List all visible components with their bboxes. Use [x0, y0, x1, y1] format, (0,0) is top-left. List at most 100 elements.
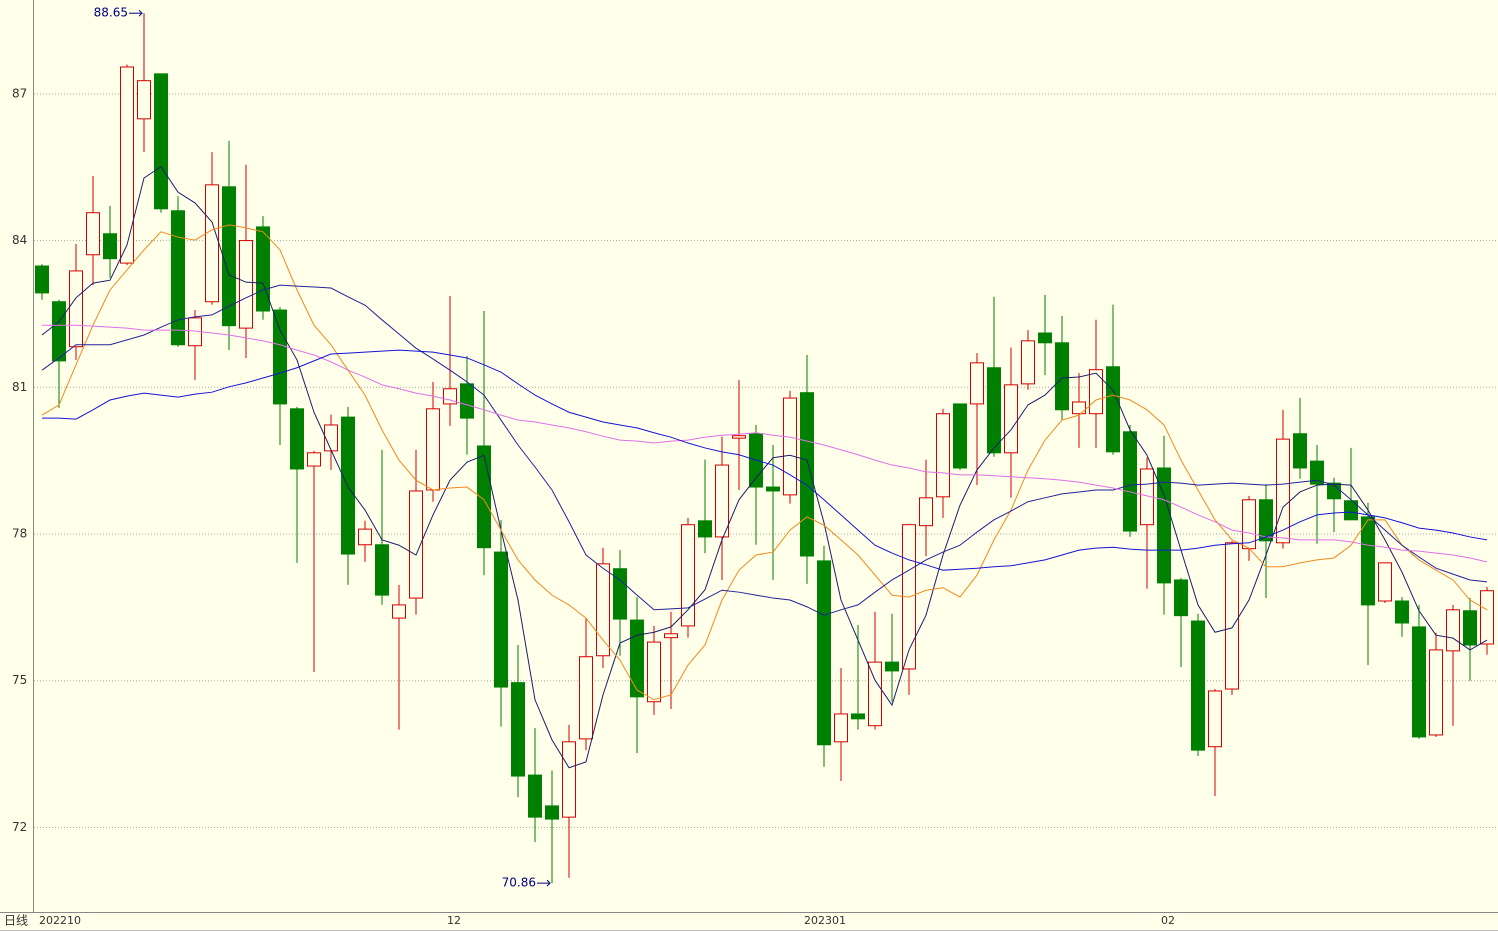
candle-down: [817, 560, 831, 746]
moving-average: [41, 166, 1488, 769]
candle-up: [647, 641, 661, 703]
candle-down: [511, 682, 525, 777]
y-tick-label: 75: [12, 673, 27, 687]
candle-down: [851, 713, 865, 720]
candle-down: [613, 568, 627, 620]
candle-up: [596, 563, 610, 657]
x-tick-label: 12: [447, 914, 461, 927]
moving-average: [42, 324, 1488, 563]
candle-up: [1021, 340, 1035, 385]
candle-down: [987, 367, 1001, 454]
y-tick-label: 72: [12, 820, 27, 834]
candle-down: [1344, 500, 1358, 521]
candle-down: [528, 774, 542, 818]
candle-down: [1310, 460, 1324, 485]
candle-down: [52, 301, 66, 362]
candle-down: [698, 520, 712, 538]
candle-up: [1480, 590, 1494, 645]
moving-average: [41, 284, 1488, 616]
candle-down: [256, 226, 270, 312]
candle-up: [664, 633, 678, 639]
candle-up: [1378, 562, 1392, 602]
candle-down: [460, 383, 474, 419]
candle-up: [681, 524, 695, 627]
candle-up: [783, 397, 797, 496]
candle-down: [222, 186, 236, 327]
extreme-label: 70.86: [502, 876, 536, 890]
candle-up: [1089, 369, 1103, 415]
candle-up: [443, 388, 457, 405]
candle-down: [1106, 366, 1120, 453]
candle-down: [290, 408, 304, 470]
candle-up: [137, 80, 151, 120]
candle-up: [1429, 649, 1443, 736]
candle-up: [562, 741, 576, 818]
period-label: 日线: [4, 914, 28, 928]
candle-down: [800, 392, 814, 557]
candle-down: [1463, 610, 1477, 646]
candle-up: [868, 661, 882, 727]
x-tick-label: 02: [1161, 914, 1175, 927]
candle-down: [1157, 467, 1171, 584]
y-tick-label: 84: [12, 233, 27, 247]
candle-up: [1446, 609, 1460, 652]
candle-down: [1361, 516, 1375, 606]
candle-up: [1225, 542, 1239, 690]
candle-down: [1174, 579, 1188, 617]
candle-down: [35, 265, 49, 294]
candle-up: [715, 464, 729, 538]
candle-down: [630, 619, 644, 698]
candle-down: [545, 805, 559, 820]
candle-down: [1412, 626, 1426, 738]
candle-down: [885, 661, 899, 672]
candle-up: [358, 528, 372, 546]
candle-down: [103, 233, 117, 260]
candle-up: [426, 408, 440, 491]
candle-up: [834, 713, 848, 743]
candle-up: [86, 212, 100, 256]
moving-average: [41, 224, 1488, 701]
candle-up: [120, 66, 134, 264]
candle-down: [341, 416, 355, 555]
candle-down: [1123, 431, 1137, 532]
candle-up: [1276, 438, 1290, 544]
candle-up: [970, 362, 984, 405]
candle-up: [1208, 690, 1222, 748]
candle-up: [919, 497, 933, 527]
candle-up: [936, 413, 950, 498]
annotation-arrowhead: [546, 879, 551, 887]
candle-down: [273, 309, 287, 405]
moving-average: [42, 349, 1488, 571]
candle-up: [732, 435, 746, 439]
candle-up: [205, 184, 219, 303]
candle-down: [154, 73, 168, 210]
candle-up: [324, 424, 338, 452]
y-tick-label: 81: [12, 380, 27, 394]
y-tick-label: 78: [12, 526, 27, 540]
candle-up: [409, 490, 423, 599]
x-tick-label: 202210: [39, 914, 81, 927]
candle-up: [579, 656, 593, 740]
x-tick-label: 202301: [804, 914, 846, 927]
candle-down: [1038, 332, 1052, 344]
candle-down: [494, 551, 508, 688]
candle-up: [392, 604, 406, 619]
candle-up: [69, 270, 83, 348]
candle-up: [1072, 401, 1086, 415]
candle-up: [239, 240, 253, 329]
candle-down: [953, 403, 967, 469]
candle-down: [171, 210, 185, 346]
candle-down: [1055, 342, 1069, 411]
candle-up: [1140, 468, 1154, 526]
y-tick-label: 87: [12, 86, 27, 100]
candle-down: [1395, 600, 1409, 624]
candle-up: [1004, 384, 1018, 454]
extreme-label: 88.65: [94, 6, 128, 20]
candle-down: [1293, 433, 1307, 469]
candle-down: [1259, 499, 1273, 542]
annotation-arrowhead: [138, 9, 143, 17]
candle-down: [766, 486, 780, 492]
candle-up: [307, 452, 321, 467]
